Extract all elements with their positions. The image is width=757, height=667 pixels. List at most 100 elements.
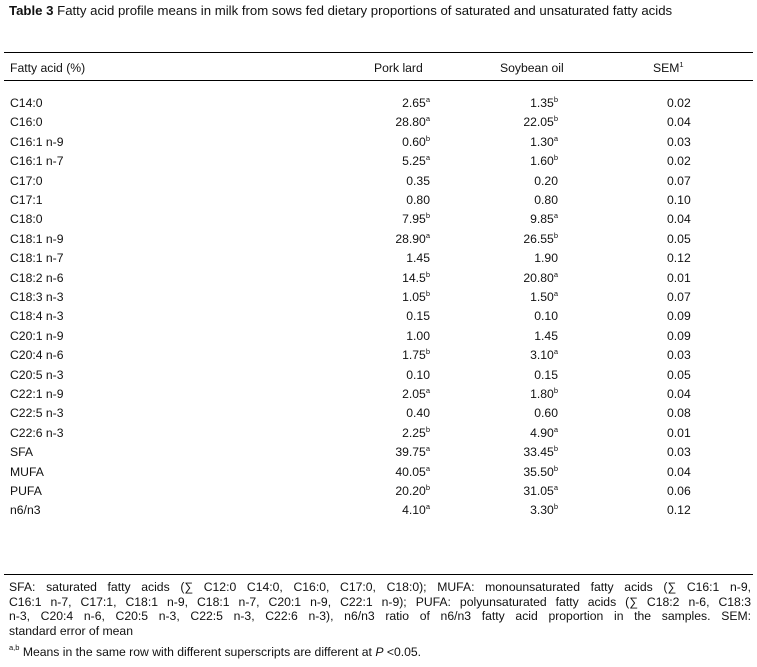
soybean-oil-cell-value: 3.10: [530, 348, 554, 363]
sem-cell-value: 0.04: [667, 464, 691, 479]
pork-lard-cell-superscript: a: [425, 114, 430, 124]
pork-lard-cell: 2.25b: [402, 425, 430, 440]
fatty-acid-cell-value: C17:0: [10, 173, 43, 188]
soybean-oil-cell: 0.60: [534, 406, 558, 420]
sem-cell: 0.07: [667, 290, 691, 304]
notes-line-1: SFA: saturated fatty acids (∑ C12:0 C14:…: [9, 580, 751, 594]
pork-lard-cell: 1.75b: [402, 347, 430, 362]
soybean-oil-cell-value: 0.10: [534, 309, 558, 324]
soybean-oil-cell-value: 0.60: [534, 406, 558, 421]
fatty-acid-cell: PUFA: [10, 484, 42, 498]
soybean-oil-cell-superscript: b: [553, 386, 558, 395]
table-row: C22:5 n-3 0.40 0.60 0.08: [0, 404, 757, 423]
fatty-acid-cell: n6/n3: [10, 503, 41, 517]
pork-lard-cell-value: 28.80: [395, 115, 426, 130]
table-notes: SFA: saturated fatty acids (∑ C12:0 C14:…: [9, 580, 751, 638]
sem-cell: 0.04: [667, 465, 691, 479]
fatty-acid-cell-value: C22:1 n-9: [10, 387, 64, 401]
sem-cell: 0.12: [667, 503, 691, 517]
soybean-oil-cell: 0.80: [534, 193, 558, 207]
soybean-oil-cell-superscript: a: [553, 133, 558, 143]
fatty-acid-cell: C17:0: [10, 174, 43, 188]
table-row: C20:1 n-9 1.00 1.45 0.09: [0, 327, 757, 346]
table-row: C18:2 n-6 14.5b 20.80a 0.01: [0, 269, 757, 288]
pork-lard-cell: 39.75a: [395, 444, 430, 459]
footnote-text-before: Means in the same row with different sup…: [19, 645, 376, 659]
soybean-oil-cell-superscript: a: [553, 289, 558, 298]
soybean-oil-cell-superscript: a: [553, 424, 558, 434]
sem-cell: 0.03: [667, 135, 691, 149]
sem-cell-value: 0.04: [667, 212, 691, 227]
fatty-acid-cell: C17:1: [10, 193, 43, 207]
table-row: SFA 39.75a 33.45b 0.03: [0, 443, 757, 462]
sem-cell-value: 0.05: [667, 367, 691, 382]
sem-cell-value: 0.05: [667, 231, 691, 246]
pork-lard-cell: 1.00: [406, 329, 430, 343]
soybean-oil-cell-value: 33.45: [523, 445, 554, 460]
table-row: C18:1 n-7 1.45 1.90 0.12: [0, 249, 757, 268]
notes-line-3: n-3, C20:4 n-6, C20:5 n-3, C22:5 n-3, C2…: [9, 609, 751, 624]
pork-lard-cell-value: 28.90: [395, 231, 426, 246]
sem-cell-value: 0.01: [667, 270, 691, 285]
fatty-acid-cell-value: C20:1 n-9: [10, 328, 64, 343]
soybean-oil-cell: 1.90: [534, 251, 558, 265]
table-row: C18:0 7.95b 9.85a 0.04: [0, 210, 757, 229]
table-row: C17:1 0.80 0.80 0.10: [0, 191, 757, 210]
pork-lard-cell-superscript: a: [425, 230, 430, 240]
soybean-oil-cell: 0.20: [534, 174, 558, 188]
fatty-acid-cell-value: C17:1: [10, 193, 43, 207]
pork-lard-cell: 0.35: [406, 174, 430, 188]
table-row: PUFA 20.20b 31.05a 0.06: [0, 482, 757, 501]
footnote-text-after: <0.05.: [383, 645, 422, 659]
pork-lard-cell-value: 0.35: [406, 173, 430, 188]
fatty-acid-cell: C20:5 n-3: [10, 368, 64, 382]
soybean-oil-cell-value: 1.45: [534, 328, 558, 343]
soybean-oil-cell-value: 1.90: [534, 251, 558, 266]
sem-cell: 0.10: [667, 193, 691, 207]
soybean-oil-cell-superscript: b: [553, 444, 558, 454]
soybean-oil-cell: 3.10a: [530, 347, 558, 363]
pork-lard-cell-value: 1.00: [406, 328, 430, 343]
footnote-p: P: [375, 645, 384, 659]
pork-lard-cell-value: 0.15: [406, 309, 430, 324]
fatty-acid-cell: C22:1 n-9: [10, 387, 64, 401]
fatty-acid-cell-value: C14:0: [10, 96, 43, 110]
header-sem-footnote-mark: 1: [679, 60, 684, 69]
pork-lard-cell-value: 4.10: [402, 503, 426, 518]
fatty-acid-cell-value: C18:0: [10, 212, 43, 227]
header-fatty-acid: Fatty acid (%): [10, 61, 86, 75]
sem-cell-value: 0.03: [667, 445, 691, 460]
soybean-oil-cell-superscript: b: [553, 153, 558, 163]
sem-cell: 0.08: [667, 406, 691, 420]
fatty-acid-cell-value: C20:4 n-6: [10, 348, 64, 363]
table-row: C20:4 n-6 1.75b 3.10a 0.03: [0, 346, 757, 365]
pork-lard-cell: 40.05a: [395, 464, 430, 479]
sem-cell-value: 0.07: [667, 290, 691, 304]
soybean-oil-cell-value: 26.55: [523, 231, 554, 246]
pork-lard-cell: 7.95b: [402, 211, 430, 226]
fatty-acid-cell: SFA: [10, 445, 33, 459]
sem-cell: 0.03: [667, 348, 691, 362]
fatty-acid-cell-value: C18:1 n-9: [10, 231, 64, 246]
fatty-acid-cell: C14:0: [10, 96, 43, 110]
sem-cell: 0.04: [667, 387, 691, 401]
soybean-oil-cell: 22.05b: [523, 114, 558, 130]
fatty-acid-cell-value: C16:1 n-9: [10, 134, 64, 149]
pork-lard-cell: 14.5b: [402, 270, 430, 285]
soybean-oil-cell: 0.10: [534, 309, 558, 323]
pork-lard-cell-value: 1.45: [406, 251, 430, 266]
sem-cell-value: 0.01: [667, 425, 691, 440]
table-row: C14:0 2.65a 1.35b 0.02: [0, 94, 757, 113]
table-row: n6/n3 4.10a 3.30b 0.12: [0, 501, 757, 520]
sem-cell-value: 0.12: [667, 251, 691, 266]
fatty-acid-cell-value: C18:1 n-7: [10, 251, 64, 266]
sem-cell: 0.04: [667, 212, 691, 226]
sem-cell-value: 0.02: [667, 154, 691, 169]
table-title: Fatty acid profile means in milk from so…: [53, 3, 673, 18]
pork-lard-cell-superscript: b: [425, 289, 430, 298]
pork-lard-cell-value: 5.25: [402, 154, 426, 169]
pork-lard-cell-superscript: b: [425, 133, 430, 143]
soybean-oil-cell-value: 22.05: [523, 115, 554, 130]
fatty-acid-cell: C18:0: [10, 212, 43, 226]
pork-lard-cell-value: 40.05: [395, 464, 426, 479]
